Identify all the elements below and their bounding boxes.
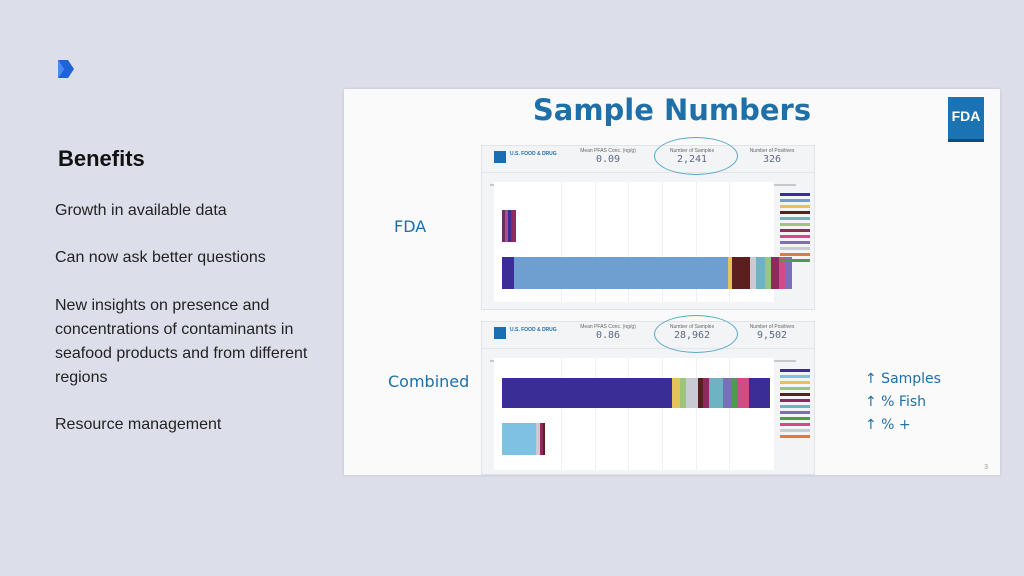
- stat-positives: Number of Positives 9,502: [749, 324, 795, 341]
- usfda-logo-icon: [494, 327, 506, 339]
- stat-mean-conc: Mean PFAS Conc. (ng/g) 0.86: [580, 324, 636, 341]
- benefit-item: Resource management: [55, 416, 222, 433]
- stacked-bar-chart: [494, 358, 774, 470]
- chart-bar-large: [502, 378, 770, 408]
- row-label-fda: FDA: [394, 217, 427, 236]
- usfda-logo-text: U.S. FOOD & DRUG: [510, 327, 557, 333]
- dashboard-filter-bar: [482, 348, 814, 362]
- fda-logo: FDA: [948, 97, 984, 142]
- dashboard-filter-bar: [482, 172, 814, 186]
- benefits-heading: Benefits: [58, 146, 145, 171]
- change-item: ↑ % Fish: [865, 394, 927, 410]
- benefit-item: Can now ask better questions: [55, 249, 266, 266]
- dashboard-fda: U.S. FOOD & DRUG Mean PFAS Conc. (ng/g) …: [481, 145, 815, 310]
- app-logo-icon: [58, 60, 74, 78]
- chart-legend: [780, 366, 810, 441]
- slide-title: Sample Numbers: [532, 93, 812, 127]
- presentation-slide: Sample Numbers FDA FDA Combined U.S. FOO…: [344, 89, 1000, 475]
- stat-positives: Number of Positives 326: [749, 148, 795, 165]
- usfda-logo-text: U.S. FOOD & DRUG: [510, 151, 557, 157]
- stat-mean-conc: Mean PFAS Conc. (ng/g) 0.09: [580, 148, 636, 165]
- slide-page-number: 3: [984, 464, 988, 471]
- chart-bar-large: [502, 257, 792, 289]
- highlight-oval: [654, 137, 738, 175]
- highlight-oval: [654, 315, 738, 353]
- dashboard-header: U.S. FOOD & DRUG Mean PFAS Conc. (ng/g) …: [482, 322, 814, 348]
- usfda-logo-icon: [494, 151, 506, 163]
- chart-bar-small: [502, 423, 545, 455]
- stacked-bar-chart: [494, 182, 792, 302]
- benefit-item: New insights on presence and concentrati…: [55, 297, 308, 386]
- chart-legend: [780, 190, 810, 265]
- dashboard-combined: U.S. FOOD & DRUG Mean PFAS Conc. (ng/g) …: [481, 321, 815, 475]
- change-item: ↑ Samples: [865, 371, 941, 387]
- benefit-item: Growth in available data: [55, 202, 227, 219]
- dashboard-header: U.S. FOOD & DRUG Mean PFAS Conc. (ng/g) …: [482, 146, 814, 172]
- row-label-combined: Combined: [388, 372, 470, 391]
- chart-bar-small: [502, 210, 516, 242]
- change-item: ↑ % +: [865, 417, 911, 433]
